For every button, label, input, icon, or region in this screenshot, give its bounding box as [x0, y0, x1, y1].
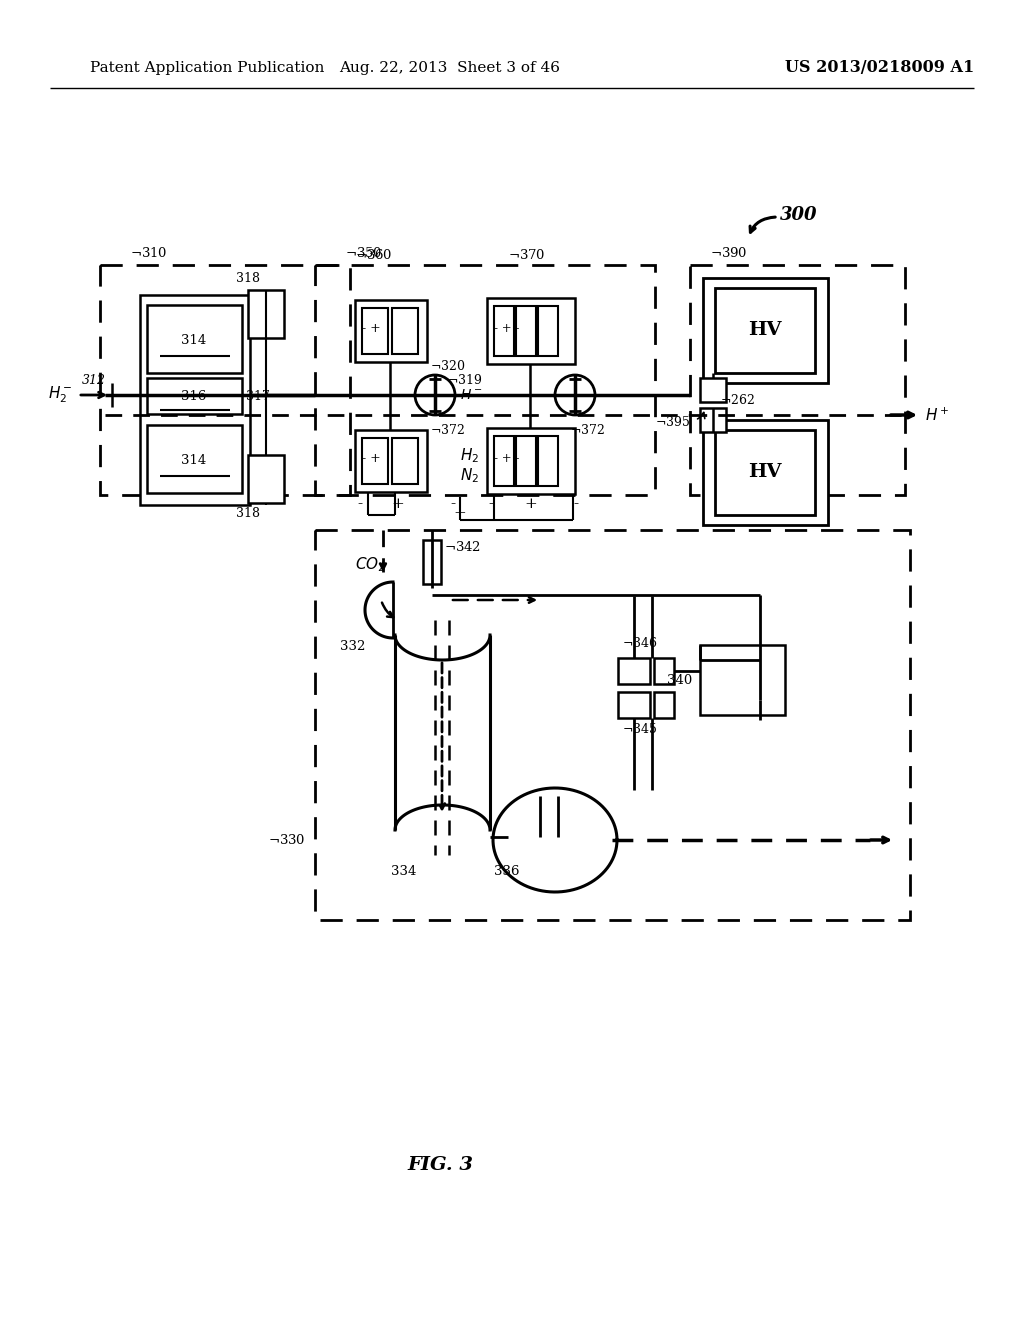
Bar — [654, 692, 674, 718]
Text: +: + — [391, 498, 404, 511]
Bar — [423, 540, 441, 583]
Bar — [700, 378, 726, 403]
Text: Patent Application Publication: Patent Application Publication — [90, 61, 325, 75]
Bar — [392, 308, 418, 354]
Bar — [147, 378, 242, 414]
Text: $\neg$370: $\neg$370 — [508, 248, 546, 261]
Bar — [100, 265, 350, 495]
Text: $N_2$: $N_2$ — [460, 467, 479, 486]
Text: $\neg$319: $\neg$319 — [447, 374, 482, 387]
Text: $H^-$: $H^-$ — [460, 388, 482, 403]
Text: $\neg$345: $\neg$345 — [622, 722, 657, 737]
Bar — [248, 455, 284, 503]
Bar — [248, 290, 284, 338]
Text: 317: 317 — [246, 389, 270, 403]
Text: 316: 316 — [181, 389, 207, 403]
Text: - + -: - + - — [494, 451, 519, 465]
Text: 334: 334 — [391, 865, 417, 878]
Text: $\neg$346: $\neg$346 — [622, 636, 657, 649]
Bar — [487, 428, 575, 494]
Bar — [147, 305, 242, 374]
Text: $H_2$: $H_2$ — [460, 446, 479, 466]
Text: -: - — [573, 498, 579, 511]
Bar — [700, 645, 785, 715]
Text: $\neg$395: $\neg$395 — [654, 414, 690, 429]
Bar — [516, 306, 536, 356]
Text: $\neg$360: $\neg$360 — [355, 248, 392, 261]
Text: -: - — [488, 498, 494, 511]
Text: 340: 340 — [667, 673, 692, 686]
Text: -: - — [357, 498, 362, 511]
Bar — [703, 420, 828, 525]
Text: -: - — [451, 498, 456, 511]
Text: +: + — [524, 498, 538, 511]
Bar — [494, 306, 514, 356]
Bar — [362, 438, 388, 484]
Text: $\neg$320: $\neg$320 — [430, 359, 466, 374]
Text: $\neg$310: $\neg$310 — [130, 246, 168, 260]
Text: 318: 318 — [236, 507, 260, 520]
Text: $\neg$262: $\neg$262 — [720, 393, 755, 407]
Bar — [703, 279, 828, 383]
Bar — [487, 298, 575, 364]
Bar — [690, 265, 905, 495]
Text: $\neg$372: $\neg$372 — [570, 422, 605, 437]
Bar — [654, 657, 674, 684]
Bar — [618, 692, 650, 718]
Bar — [392, 438, 418, 484]
Bar — [538, 306, 558, 356]
Bar — [362, 308, 388, 354]
Text: $\neg$330: $\neg$330 — [267, 833, 305, 847]
Text: 318: 318 — [236, 272, 260, 285]
Text: $H_2^-$: $H_2^-$ — [47, 384, 72, 405]
Text: $\neg$372: $\neg$372 — [430, 422, 465, 437]
Bar — [494, 436, 514, 486]
Text: - + -: - + - — [494, 322, 519, 334]
Text: 300: 300 — [780, 206, 817, 224]
Text: HV: HV — [749, 321, 781, 339]
Text: +: + — [454, 506, 466, 520]
Text: $H^+$: $H^+$ — [925, 407, 949, 424]
Bar — [538, 436, 558, 486]
Text: 314: 314 — [181, 334, 207, 346]
Text: 312: 312 — [82, 374, 106, 387]
Text: 332: 332 — [340, 640, 366, 653]
Text: $\neg$342: $\neg$342 — [444, 540, 481, 554]
Bar — [315, 531, 910, 920]
Text: 314: 314 — [181, 454, 207, 466]
Bar — [140, 294, 250, 506]
Text: US 2013/0218009 A1: US 2013/0218009 A1 — [785, 59, 975, 77]
Bar — [715, 430, 815, 515]
Bar — [355, 300, 427, 362]
Text: 336: 336 — [494, 865, 519, 878]
Text: $\neg$390: $\neg$390 — [710, 246, 748, 260]
Text: FIG. 3: FIG. 3 — [407, 1156, 473, 1173]
Text: - +: - + — [362, 451, 381, 465]
Text: Aug. 22, 2013  Sheet 3 of 46: Aug. 22, 2013 Sheet 3 of 46 — [340, 61, 560, 75]
Text: - +: - + — [362, 322, 381, 334]
Bar — [516, 436, 536, 486]
Text: $CO_2$: $CO_2$ — [355, 554, 385, 574]
Text: $\neg$350: $\neg$350 — [345, 246, 382, 260]
Bar — [355, 430, 427, 492]
Bar — [147, 425, 242, 492]
Bar — [715, 288, 815, 374]
Bar — [618, 657, 650, 684]
Bar — [315, 265, 655, 495]
Bar — [700, 408, 726, 432]
Text: HV: HV — [749, 463, 781, 480]
